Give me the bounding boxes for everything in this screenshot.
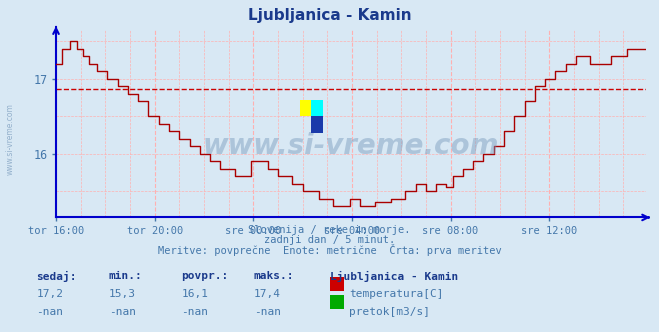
Text: temperatura[C]: temperatura[C] — [349, 289, 444, 299]
Bar — [312, 116, 323, 133]
Bar — [312, 100, 323, 116]
Text: min.:: min.: — [109, 271, 142, 281]
Text: 17,4: 17,4 — [254, 289, 281, 299]
Text: maks.:: maks.: — [254, 271, 294, 281]
Text: 16,1: 16,1 — [181, 289, 208, 299]
Text: Slovenija / reke in morje.: Slovenija / reke in morje. — [248, 225, 411, 235]
Text: -nan: -nan — [181, 307, 208, 317]
Text: www.si-vreme.com: www.si-vreme.com — [5, 104, 14, 175]
Text: -nan: -nan — [109, 307, 136, 317]
Text: povpr.:: povpr.: — [181, 271, 229, 281]
Text: Ljubljanica - Kamin: Ljubljanica - Kamin — [248, 8, 411, 23]
Text: pretok[m3/s]: pretok[m3/s] — [349, 307, 430, 317]
Text: 15,3: 15,3 — [109, 289, 136, 299]
Bar — [300, 100, 312, 116]
Text: www.si-vreme.com: www.si-vreme.com — [203, 132, 499, 160]
Text: Meritve: povprečne  Enote: metrične  Črta: prva meritev: Meritve: povprečne Enote: metrične Črta:… — [158, 244, 501, 256]
Text: -nan: -nan — [254, 307, 281, 317]
Text: zadnji dan / 5 minut.: zadnji dan / 5 minut. — [264, 235, 395, 245]
Text: 17,2: 17,2 — [36, 289, 63, 299]
Text: Ljubljanica - Kamin: Ljubljanica - Kamin — [330, 271, 458, 282]
Text: sedaj:: sedaj: — [36, 271, 76, 282]
Text: -nan: -nan — [36, 307, 63, 317]
